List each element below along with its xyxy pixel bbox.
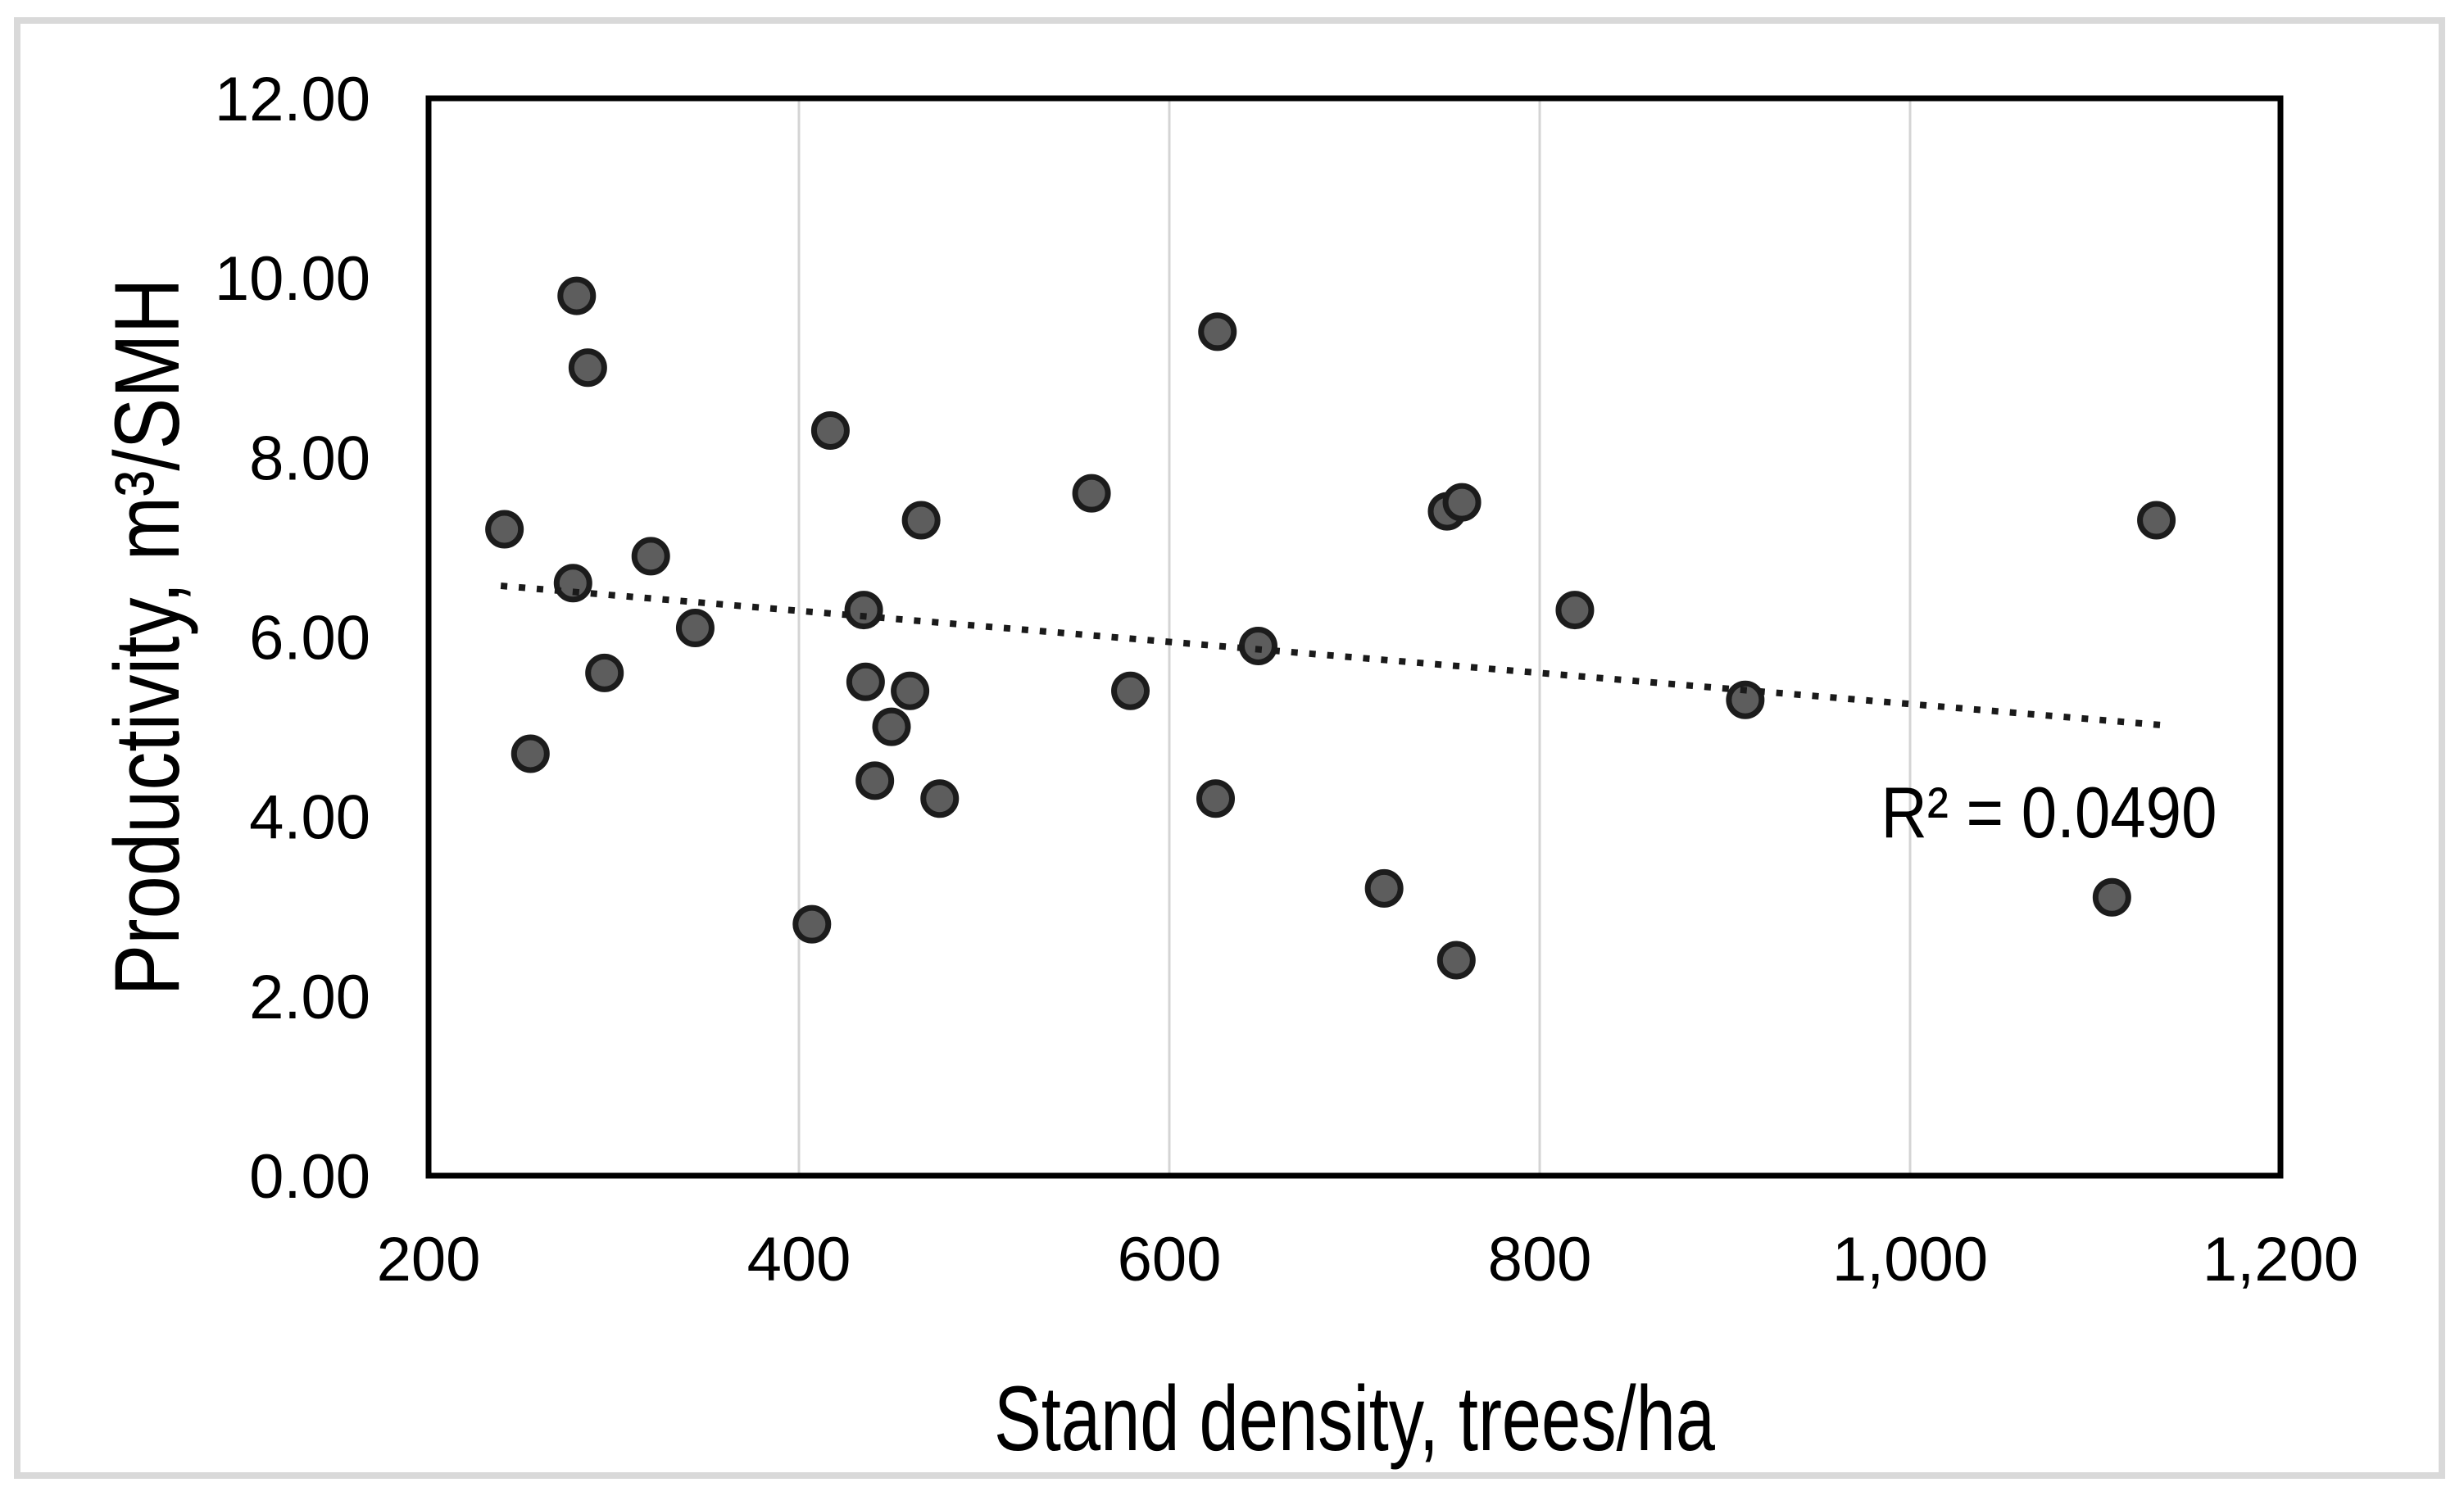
data-point — [485, 510, 524, 549]
data-point — [553, 564, 592, 603]
y-tick-label: 10.00 — [215, 244, 370, 314]
data-point — [1555, 591, 1595, 630]
data-point — [510, 734, 550, 773]
data-point — [901, 501, 941, 540]
data-point — [920, 779, 960, 818]
data-point — [1111, 671, 1150, 710]
data-point — [1196, 779, 1235, 818]
data-point — [891, 671, 930, 710]
data-point — [846, 662, 885, 701]
y-tick-label: 4.00 — [249, 783, 370, 853]
data-point — [1442, 483, 1482, 522]
y-tick-label: 8.00 — [249, 424, 370, 493]
plot-border — [425, 95, 2284, 1179]
data-point — [2092, 877, 2131, 917]
y-tick-label: 12.00 — [215, 65, 370, 134]
data-point — [557, 276, 597, 315]
data-point — [675, 609, 715, 648]
y-tick-label: 0.00 — [249, 1142, 370, 1212]
data-point — [792, 904, 832, 944]
data-point — [568, 348, 607, 388]
data-point — [844, 591, 883, 630]
y-tick-label: 6.00 — [249, 604, 370, 673]
x-axis-title: Stand density, trees/ha — [994, 1367, 1716, 1470]
trendline — [500, 583, 2161, 728]
x-tick-label: 800 — [1488, 1225, 1592, 1294]
x-tick-label: 600 — [1118, 1225, 1222, 1294]
data-point — [2137, 501, 2176, 540]
outer-frame — [14, 17, 2445, 1479]
x-tick-label: 1,200 — [2203, 1225, 2358, 1294]
data-point — [1726, 680, 1765, 719]
data-point — [855, 761, 895, 800]
data-point — [1198, 312, 1237, 351]
data-point — [1436, 941, 1476, 980]
data-point — [810, 410, 850, 450]
data-point — [585, 653, 624, 692]
data-point — [631, 537, 670, 576]
y-tick-label: 2.00 — [249, 963, 370, 1032]
x-tick-label: 200 — [377, 1225, 481, 1294]
data-point — [1364, 868, 1404, 908]
data-point — [1072, 474, 1111, 513]
y-axis-title: Productivity, m³/SMH — [96, 279, 198, 996]
data-point — [872, 707, 911, 746]
x-tick-label: 1,000 — [1832, 1225, 1988, 1294]
r-squared-label: R² = 0.0490 — [1881, 772, 2217, 853]
x-tick-label: 400 — [747, 1225, 851, 1294]
data-point — [1238, 626, 1277, 665]
